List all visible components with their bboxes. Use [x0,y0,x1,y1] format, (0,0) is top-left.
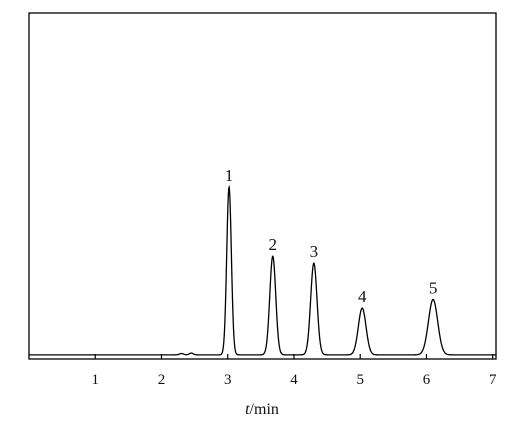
x-tick-label-3: 3 [224,372,232,388]
x-tick-label-2: 2 [158,372,166,388]
x-axis-tick-labels: 1 2 3 4 5 6 7 [91,372,496,388]
peak-label-1: 1 [225,166,234,185]
x-tick-label-5: 5 [356,372,364,388]
x-tick-label-6: 6 [423,372,431,388]
x-tick-label-4: 4 [290,372,298,388]
x-axis-label-italic: t [245,401,250,418]
peak-label-3: 3 [310,242,319,261]
x-axis-label: t/min [245,401,279,418]
peak-label-2: 2 [269,235,278,254]
x-axis-ticks [94,354,494,359]
x-tick-label-1: 1 [91,372,99,388]
x-axis-label-unit: /min [250,401,279,418]
peak-labels: 1 2 3 4 5 [225,166,438,306]
peak-label-5: 5 [429,278,438,297]
chromatogram-trace [29,184,496,356]
plot-frame [28,12,497,360]
peak-label-4: 4 [358,287,367,306]
x-tick-label-7: 7 [489,372,497,388]
